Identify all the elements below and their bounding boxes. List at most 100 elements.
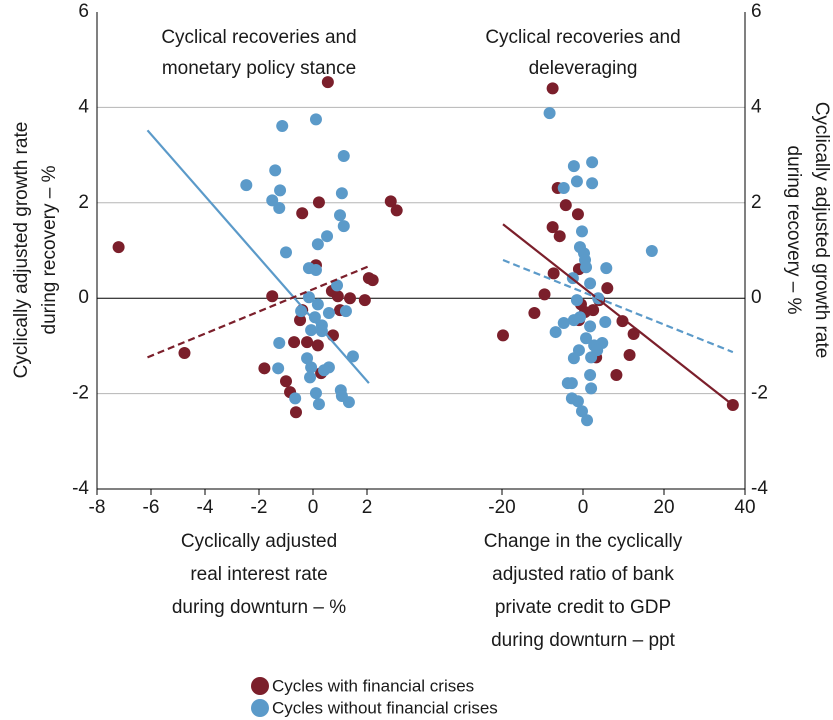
x-tick-label: -20 (488, 497, 515, 518)
x-axis-label: Change in the cyclically (484, 531, 683, 552)
trend-line (502, 223, 734, 406)
x-axis-label: real interest rate (190, 564, 327, 585)
y-tick-label: -4 (72, 478, 89, 499)
point (538, 288, 551, 301)
point (274, 184, 287, 197)
point (581, 414, 594, 427)
point (266, 290, 279, 303)
point (567, 352, 580, 365)
point (584, 368, 597, 381)
point (240, 179, 253, 192)
y-tick-label: 4 (78, 96, 89, 117)
point (623, 348, 636, 361)
point (575, 225, 588, 238)
point (543, 107, 556, 120)
x-axis-label: private credit to GDP (495, 597, 671, 618)
point (337, 220, 350, 233)
point (557, 182, 570, 195)
point (178, 347, 191, 360)
point (309, 264, 322, 277)
point (358, 294, 371, 307)
point (309, 113, 322, 126)
point (580, 332, 593, 345)
point (335, 187, 348, 200)
point (302, 291, 315, 304)
y-tick-label: 6 (78, 1, 89, 22)
point (342, 396, 355, 409)
point (571, 208, 584, 221)
point (561, 377, 574, 390)
point (610, 368, 623, 381)
point (311, 339, 324, 352)
point (557, 317, 570, 330)
point (570, 175, 583, 188)
point (546, 221, 559, 234)
panel-title: Cyclical recoveries and (161, 27, 356, 48)
point (308, 311, 321, 324)
point (296, 207, 309, 220)
panel-title: Cyclical recoveries and (485, 27, 680, 48)
point (266, 194, 279, 207)
y-tick-label: 2 (751, 192, 762, 213)
y-axis-label: Cyclically adjusted growth rate (11, 122, 32, 379)
point (311, 238, 324, 251)
point (272, 362, 285, 375)
point (301, 336, 314, 349)
legend-label: Cycles with financial crises (272, 676, 474, 695)
x-tick-label: -2 (251, 497, 268, 518)
x-tick-label: 0 (308, 497, 319, 518)
y-axis-label: Cyclically adjusted growth rate (811, 102, 832, 359)
y-tick-label: -2 (72, 383, 89, 404)
point (586, 177, 599, 190)
point (326, 329, 339, 342)
x-tick-label: 2 (362, 497, 373, 518)
point (553, 230, 566, 243)
point (273, 202, 286, 215)
point (584, 320, 597, 333)
point (305, 361, 318, 374)
point (627, 327, 640, 340)
point (322, 306, 335, 319)
point (309, 387, 322, 400)
point (601, 282, 614, 295)
point (289, 406, 302, 419)
point (384, 195, 397, 208)
x-tick-label: -4 (197, 497, 214, 518)
point (600, 262, 613, 275)
x-tick-label: 20 (653, 497, 674, 518)
point (294, 314, 307, 327)
point (575, 405, 588, 418)
point (280, 246, 292, 259)
point (269, 164, 282, 177)
point (301, 352, 314, 365)
point (346, 350, 359, 363)
legend-marker (251, 677, 269, 695)
point (546, 82, 559, 95)
legend-marker (251, 699, 269, 717)
point (645, 244, 658, 257)
x-axis-label: Cyclically adjusted (181, 531, 337, 552)
point (559, 199, 572, 212)
y-tick-label: -2 (751, 383, 768, 404)
point (321, 230, 334, 243)
trend-line (146, 129, 370, 384)
x-axis-label: during downturn – ppt (491, 630, 676, 651)
point (305, 324, 318, 337)
x-axis-label: adjusted ratio of bank (492, 564, 674, 585)
point (312, 196, 325, 209)
point (570, 294, 583, 307)
point (599, 316, 612, 329)
point (616, 315, 629, 328)
point (339, 305, 352, 318)
trend-line (147, 265, 370, 359)
point (273, 337, 286, 350)
x-tick-label: -6 (143, 497, 160, 518)
point (573, 311, 586, 324)
point (366, 274, 379, 287)
point (304, 371, 317, 384)
panel-title: monetary policy stance (162, 58, 356, 79)
point (580, 261, 593, 274)
x-tick-label: -8 (89, 497, 106, 518)
y-tick-label: 0 (751, 287, 762, 308)
